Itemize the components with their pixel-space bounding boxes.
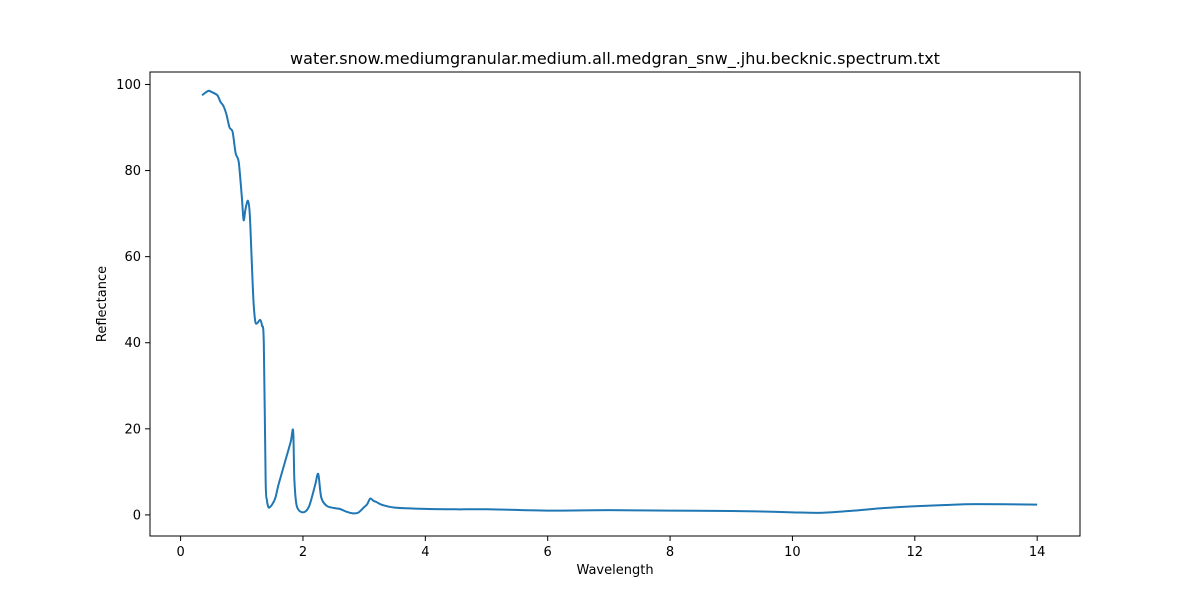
y-axis-label: Reflectance: [95, 266, 110, 342]
x-axis: 0 2 4 6 8 10 12 14: [176, 536, 1045, 560]
y-tick-label: 80: [124, 164, 141, 179]
y-axis: 0 20 40 60 80 100: [116, 78, 150, 523]
y-tick-label: 0: [133, 508, 141, 523]
x-tick-label: 12: [907, 545, 924, 560]
x-tick-label: 0: [176, 545, 184, 560]
chart-title: water.snow.mediumgranular.medium.all.med…: [290, 49, 940, 69]
plot-frame: [149, 71, 1081, 537]
y-tick-label: 40: [124, 336, 141, 351]
x-axis-label: Wavelength: [576, 563, 653, 578]
x-tick-label: 2: [299, 545, 307, 560]
x-tick-label: 4: [421, 545, 429, 560]
y-tick-label: 100: [116, 78, 141, 93]
x-tick-label: 8: [666, 545, 674, 560]
x-tick-label: 10: [784, 545, 801, 560]
x-tick-label: 14: [1029, 545, 1046, 560]
series-line-0: [201, 89, 1038, 515]
x-tick-label: 6: [544, 545, 552, 560]
y-tick-label: 60: [124, 250, 141, 265]
y-tick-label: 20: [124, 422, 141, 437]
plot-area: [201, 89, 1038, 515]
